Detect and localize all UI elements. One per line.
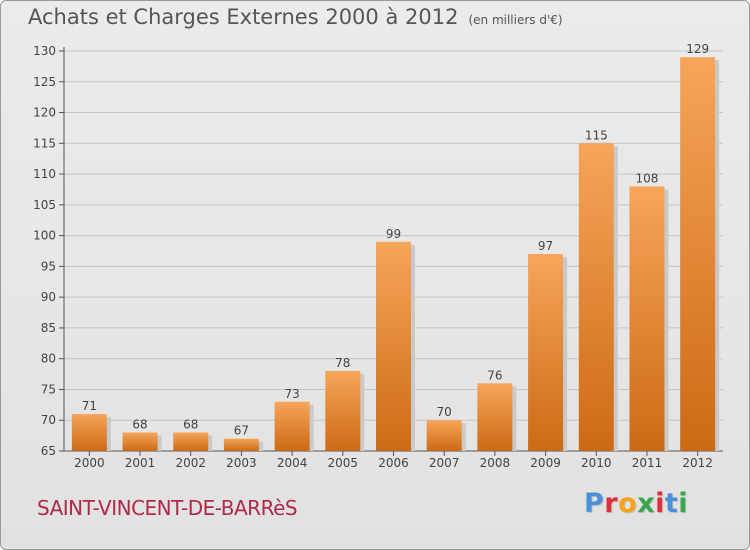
proxiti-logo: Proxiti <box>584 488 688 519</box>
data-label-2010: 115 <box>585 128 608 142</box>
bar-2010 <box>578 143 614 452</box>
bar-2002 <box>173 432 209 451</box>
data-label-2004: 73 <box>284 387 299 401</box>
bar-2006 <box>376 241 411 451</box>
data-label-2011: 108 <box>636 171 659 185</box>
y-tick-label: 100 <box>33 229 56 243</box>
bar-2001 <box>122 432 158 451</box>
data-label-2001: 68 <box>132 418 147 432</box>
y-tick-label: 80 <box>41 352 56 366</box>
bar-2003 <box>223 438 259 451</box>
x-tick-label-2006: 2006 <box>378 456 409 470</box>
x-tick-label-2008: 2008 <box>480 456 511 470</box>
y-tick-label: 85 <box>41 321 56 335</box>
data-label-2008: 76 <box>487 368 502 382</box>
y-tick-label: 75 <box>41 382 56 396</box>
data-label-2000: 71 <box>82 399 97 413</box>
data-label-2012: 129 <box>686 42 709 56</box>
y-tick-label: 95 <box>41 259 56 273</box>
chart-subtitle: (en milliers d'€) <box>468 13 563 27</box>
x-tick-label-2011: 2011 <box>632 456 663 470</box>
y-tick-labels: 65 70 75 80 85 90 95 100 105 110 115 120 125 130 <box>33 44 56 458</box>
y-tick-label: 90 <box>41 290 56 304</box>
x-tick-label-2003: 2003 <box>226 456 257 470</box>
bar-2012 <box>680 57 716 452</box>
logo-letter: P <box>584 488 605 519</box>
x-tick-label-2002: 2002 <box>175 456 206 470</box>
data-labels: 71 68 68 67 73 78 99 70 76 97 115 108 129 <box>82 42 709 438</box>
y-tick-label: 125 <box>33 75 56 89</box>
bar-2007 <box>426 420 462 451</box>
logo-letter: i <box>655 488 665 519</box>
y-tick-label: 110 <box>33 167 56 181</box>
y-tick-label: 120 <box>33 106 56 120</box>
bar-2005 <box>325 371 361 451</box>
bar-2004 <box>274 401 310 451</box>
x-tick-label-2005: 2005 <box>328 456 359 470</box>
y-tick-label: 130 <box>33 44 56 58</box>
bars <box>71 57 720 452</box>
y-tick-label: 115 <box>33 136 56 150</box>
data-label-2007: 70 <box>437 405 452 419</box>
x-tick-label-2007: 2007 <box>429 456 460 470</box>
y-tick-label: 105 <box>33 198 56 212</box>
logo-letter: i <box>678 488 689 519</box>
data-label-2005: 78 <box>335 356 350 370</box>
data-label-2006: 99 <box>386 227 401 241</box>
chart-title: Achats et Charges Externes 2000 à 2012 (e… <box>28 5 563 29</box>
chart-title-text: Achats et Charges Externes 2000 à 2012 <box>28 5 459 29</box>
x-tick-label-2010: 2010 <box>581 456 612 470</box>
x-tick-label-2009: 2009 <box>530 456 561 470</box>
x-tick-label-2004: 2004 <box>277 456 308 470</box>
logo-letter: t <box>664 488 679 519</box>
logo-letter: x <box>637 488 656 519</box>
logo-letter: r <box>604 488 619 519</box>
bar-2011 <box>629 186 665 451</box>
x-tick-label-2012: 2012 <box>682 456 713 470</box>
data-label-2003: 67 <box>234 424 249 438</box>
commune-name: SAINT-VINCENT-DE-BARRèS <box>37 496 298 520</box>
y-tick-label: 65 <box>41 444 56 458</box>
data-label-2002: 68 <box>183 418 198 432</box>
bar-2009 <box>528 254 564 451</box>
bar-2008 <box>477 383 513 451</box>
x-tick-label-2000: 2000 <box>74 456 105 470</box>
x-tick-label-2001: 2001 <box>125 456 156 470</box>
x-tick-labels: 2000 2001 2002 2003 2004 2005 2006 2007 2008 2009… <box>74 456 713 470</box>
logo-letter: o <box>618 488 638 519</box>
data-label-2009: 97 <box>538 239 553 253</box>
bar-2000 <box>71 414 107 451</box>
y-tick-label: 70 <box>41 413 56 427</box>
